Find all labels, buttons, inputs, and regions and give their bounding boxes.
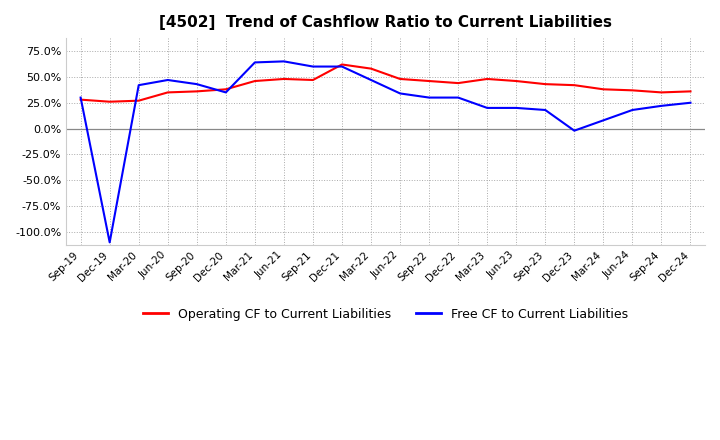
Title: [4502]  Trend of Cashflow Ratio to Current Liabilities: [4502] Trend of Cashflow Ratio to Curren… — [159, 15, 612, 30]
Legend: Operating CF to Current Liabilities, Free CF to Current Liabilities: Operating CF to Current Liabilities, Fre… — [138, 303, 633, 326]
